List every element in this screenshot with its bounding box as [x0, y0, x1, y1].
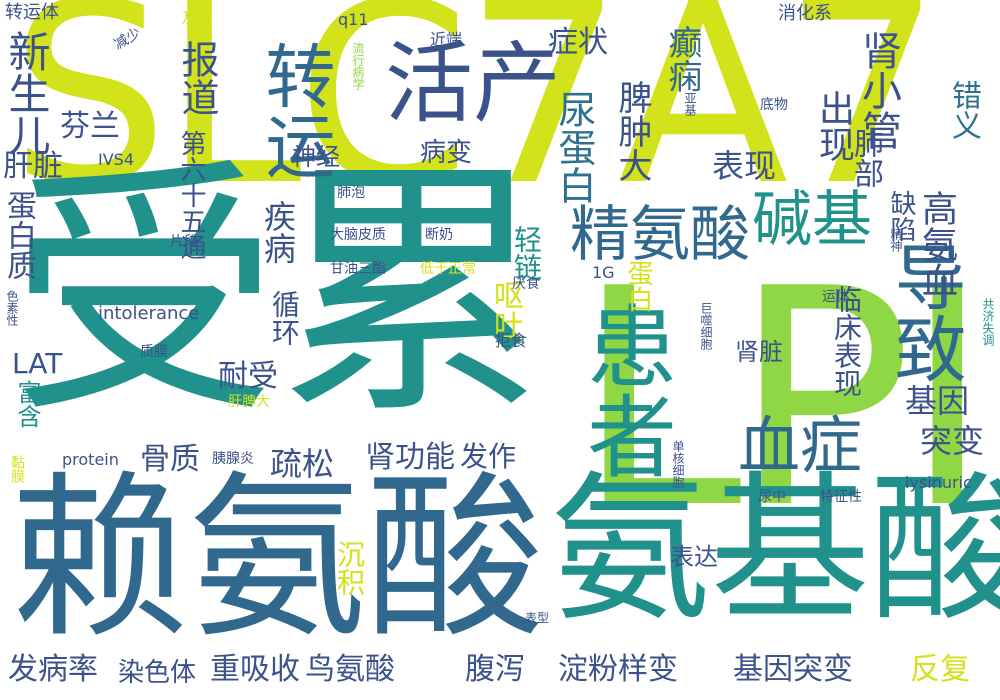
- word-nianmo: 黏膜: [9, 455, 25, 483]
- word-lpi: LPI: [575, 225, 992, 574]
- word-ganpida: 肝脾大: [228, 394, 270, 410]
- word-jushi: 拒食: [495, 331, 528, 350]
- word-zhuanyun: 转运: [254, 40, 336, 180]
- word-sesuxing: 色素性: [5, 290, 19, 326]
- word-yixianyan: 胰腺炎: [212, 451, 254, 467]
- word-gongjishitiao: 共济失调: [981, 298, 995, 346]
- word-danbai: 蛋白: [623, 260, 653, 312]
- word-yunti: 运体: [822, 289, 850, 305]
- word-dianxian: 癫痫: [662, 25, 702, 93]
- word-danaopizhi: 大脑皮质: [330, 227, 386, 243]
- word-jinduan: 近端: [430, 30, 463, 49]
- word-zhuanyunti: 转运体: [5, 2, 59, 23]
- word-lysinuric: lysinuric: [905, 473, 972, 492]
- word-danbaizhi: 蛋白质: [1, 190, 36, 280]
- word-shengongneng: 肾功能: [365, 440, 455, 475]
- word-tezhengxing: 特征性: [820, 489, 862, 505]
- word-daozhi: 导致: [882, 240, 966, 384]
- word-gaoanxue: 高氨血: [916, 190, 957, 298]
- word-naishou: 耐受: [218, 359, 278, 394]
- word-anjisuan: 氨基酸: [550, 456, 1000, 643]
- word-jibing: 疾病: [259, 200, 297, 264]
- word-xuezheng: 血症: [738, 409, 863, 482]
- word-fazuo: 发作: [460, 440, 517, 473]
- word-diwu: 底物: [760, 97, 788, 113]
- word-bingbian: 病变: [420, 138, 473, 168]
- word-jiqin: 及嗪: [182, 11, 210, 27]
- word-huanzhe: 患者: [571, 300, 676, 480]
- word-niaozhong: 尿中: [758, 489, 786, 505]
- word-outu: 呕吐: [488, 280, 523, 340]
- word-huochan: 活产: [385, 32, 562, 135]
- word-dianfenyangbian: 淀粉样变: [558, 652, 678, 687]
- word-qinglian: 轻链: [510, 225, 543, 281]
- word-pianduan: 片段: [170, 234, 198, 250]
- word-shenjing: 神经: [292, 143, 340, 171]
- word-linchuangbiaoxian: 临床表现: [830, 285, 863, 397]
- word-baodao: 报道: [175, 40, 219, 116]
- word-niaoansuan: 鸟氨酸: [305, 652, 395, 687]
- word-diyuzhengchang: 低于正常: [420, 261, 476, 277]
- word-jianji: 碱基: [752, 185, 872, 255]
- word-jingansuan: 精氨酸: [570, 200, 750, 270]
- word-danhexibao: 单核细胞: [671, 440, 685, 488]
- word-duannai: 断奶: [425, 227, 453, 243]
- word-ganyousanzhi: 甘油三酯: [330, 261, 386, 277]
- word-biaoda: 表达: [670, 543, 718, 571]
- word-xiaohuaxi: 消化系: [778, 3, 832, 24]
- word-chongxishou: 重吸收: [210, 652, 300, 687]
- word-jiyintubian: 基因突变: [733, 652, 853, 687]
- word-yanshi: 厌食: [512, 276, 540, 292]
- word-protein: protein: [62, 450, 119, 469]
- word-niaodanbai: 尿蛋白: [552, 90, 596, 204]
- word-tubian: 突变: [920, 422, 985, 460]
- word-xinshenger: 新生儿: [2, 30, 51, 156]
- word-jiyin: 基因: [905, 382, 970, 420]
- word-1g: 1G: [592, 263, 615, 282]
- word-shusong: 疏松: [270, 445, 335, 483]
- word-fuhan: 富含: [13, 380, 41, 428]
- word-feibu: 肺部: [848, 128, 883, 188]
- word-chuxian: 出现: [813, 90, 854, 162]
- word-biaoxing: 表型: [525, 611, 550, 625]
- word-biaoxian: 表现: [712, 147, 777, 185]
- word-fenlan: 芬兰: [60, 109, 120, 144]
- word-pizhongda: 脾肿大: [612, 80, 652, 182]
- word-shenxiaoguan: 肾小管: [855, 30, 901, 150]
- word-xunhuan: 循环: [268, 290, 301, 346]
- word-fabinglv: 发病率: [8, 652, 98, 687]
- word-jushixibao: 巨噬细胞: [699, 302, 713, 350]
- word-guzhi: 骨质: [140, 442, 200, 477]
- word-lat: LAT: [12, 347, 63, 380]
- word-feipao: 肺泡: [337, 185, 365, 201]
- word-ganzang: 肝脏: [3, 149, 63, 184]
- word-laiansuan: 赖氨酸: [10, 455, 544, 662]
- word-slc7a7: SLC7A7: [10, 0, 942, 240]
- word-zhimo: 质膜: [140, 344, 168, 360]
- word-jingshen: 精神: [889, 228, 903, 252]
- word-ivs4: IVS4: [98, 150, 134, 169]
- word-shoulei: 受累: [10, 138, 546, 450]
- word-fuxie: 腹泻: [465, 652, 525, 687]
- word-chenji: 沉积: [333, 540, 366, 596]
- word-liuxingbingxue: 流行病学: [351, 42, 365, 90]
- word-shenzang: 肾脏: [735, 338, 783, 366]
- word-zhengzhuang: 症状: [548, 25, 608, 60]
- word-q11: q11: [338, 10, 369, 29]
- word-ranseti: 染色体: [118, 658, 197, 688]
- word-intolerance: intolerance: [98, 303, 200, 324]
- word-cuoyi: 错义: [946, 80, 981, 140]
- word-fanfu: 反复: [910, 652, 970, 687]
- word-quexian: 缺陷: [886, 190, 916, 242]
- word-diliushiwutong: 第六十五通: [176, 130, 206, 260]
- word-yaji: 亚基: [683, 92, 697, 116]
